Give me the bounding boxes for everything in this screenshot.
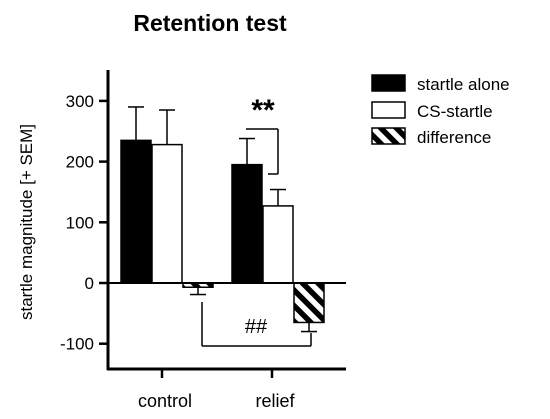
significance-stars: ** xyxy=(246,94,279,175)
x-axis xyxy=(107,282,346,378)
legend: startle alone CS-startle difference xyxy=(371,74,510,147)
y-tick-label: -100 xyxy=(60,335,94,354)
legend-swatch-cs-startle xyxy=(371,101,406,119)
legend-label-difference: difference xyxy=(417,128,491,147)
bar-cs-startle-relief xyxy=(262,205,294,284)
legend-swatch-difference xyxy=(371,127,406,145)
significance-hash: ## xyxy=(201,302,312,347)
legend-swatch-startle-alone xyxy=(371,74,406,92)
x-tick-label-control: control xyxy=(138,391,192,411)
significance-stars-label: ** xyxy=(251,94,275,127)
chart-title: Retention test xyxy=(133,10,287,36)
y-tick-label: 200 xyxy=(66,153,94,172)
significance-hash-label: ## xyxy=(245,316,268,338)
legend-label-cs-startle: CS-startle xyxy=(417,102,493,121)
y-tick-label: 300 xyxy=(66,92,94,111)
bar-cs-startle-control xyxy=(151,143,183,284)
bar-startle-alone-control xyxy=(120,139,152,284)
legend-label-startle-alone: startle alone xyxy=(417,75,510,94)
x-tick-label-relief: relief xyxy=(255,391,295,411)
y-axis-label: startle magnitude [+ SEM] xyxy=(17,124,36,320)
y-tick-label: 0 xyxy=(85,274,94,293)
bar-startle-alone-relief xyxy=(231,163,263,284)
bar-difference-relief xyxy=(293,282,325,324)
y-tick-label: 100 xyxy=(66,213,94,232)
